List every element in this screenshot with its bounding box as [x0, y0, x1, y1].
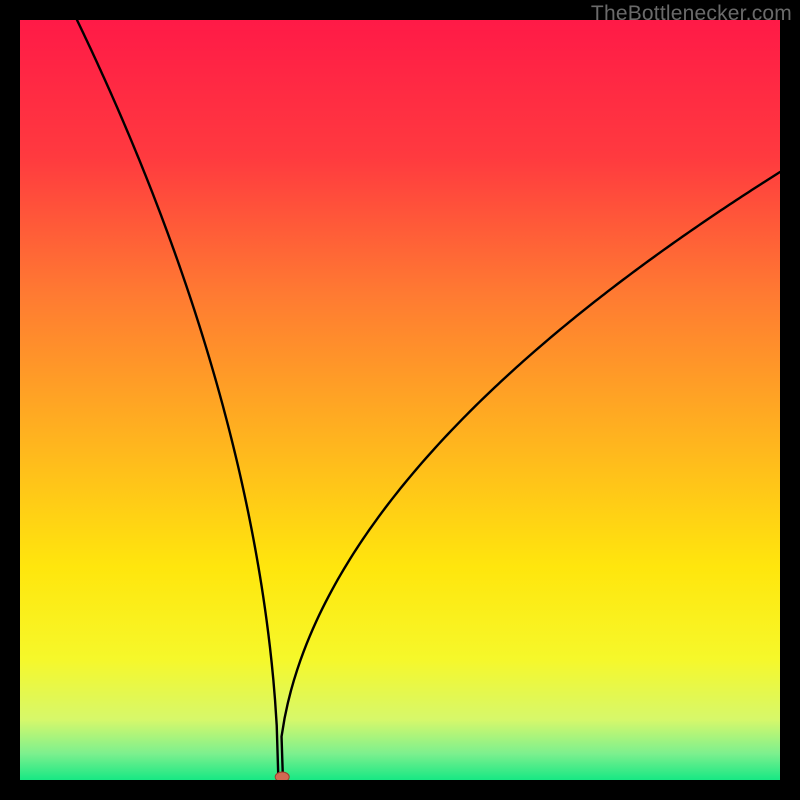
gradient-background	[20, 20, 780, 780]
bottleneck-chart	[0, 0, 800, 800]
figure-container: TheBottlenecker.com	[0, 0, 800, 800]
plot-area	[20, 20, 780, 782]
watermark-text: TheBottlenecker.com	[591, 2, 792, 26]
